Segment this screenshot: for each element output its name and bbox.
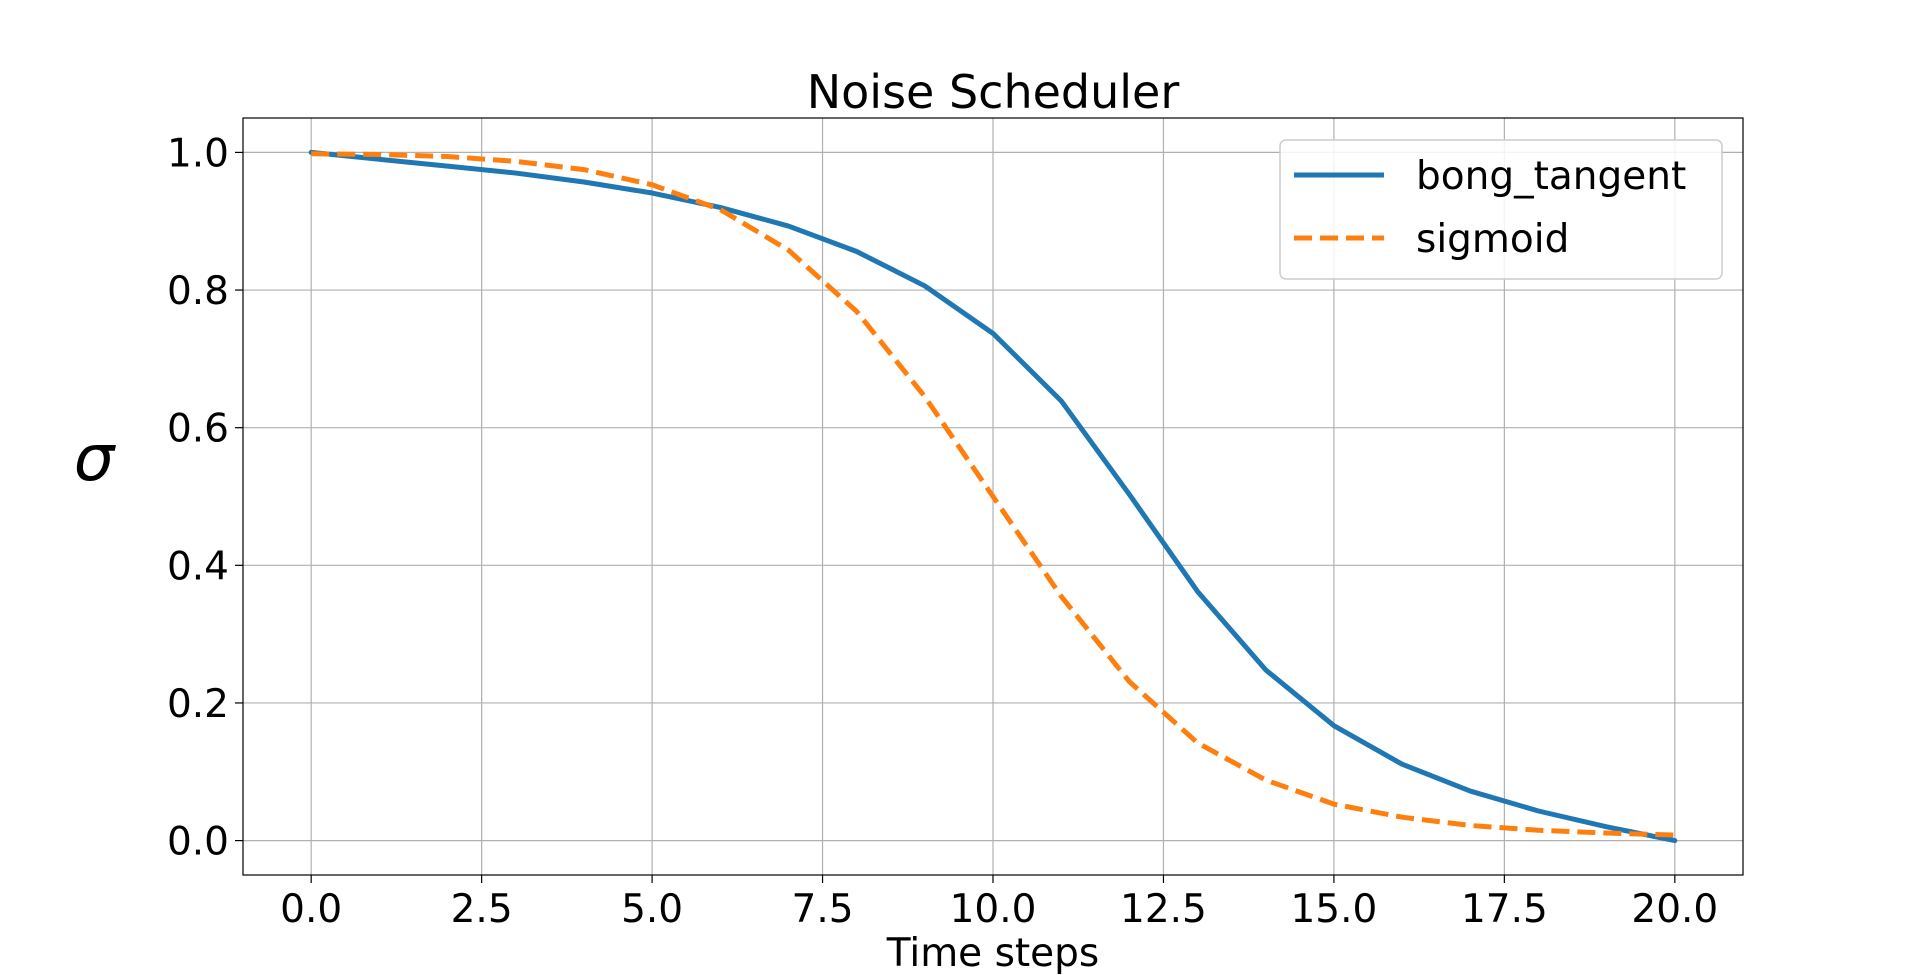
x-tick-label: 12.5 [1120, 887, 1207, 932]
x-tick-label: 10.0 [950, 887, 1037, 932]
x-axis-label: Time steps [886, 931, 1100, 975]
series-line-sigmoid [311, 151, 1675, 838]
x-tick-label: 20.0 [1631, 887, 1718, 932]
legend-label-bong-tangent: bong_tangent [1416, 154, 1686, 199]
legend-label-sigmoid: sigmoid [1416, 217, 1569, 262]
y-tick-label: 0.0 [167, 820, 229, 865]
y-tick-label: 0.2 [167, 682, 229, 727]
x-tick-label: 2.5 [451, 887, 513, 932]
x-tick-label: 5.0 [621, 887, 683, 932]
y-axis-label: σ [74, 422, 117, 496]
legend: bong_tangent sigmoid [1279, 139, 1723, 280]
y-tick-label: 1.0 [167, 131, 229, 176]
x-tick-label: 0.0 [280, 887, 342, 932]
y-tick-label: 0.8 [167, 269, 229, 314]
series-line-bong-tangent [308, 149, 1678, 844]
x-tick-label: 17.5 [1461, 887, 1548, 932]
legend-box [1279, 139, 1723, 280]
y-tick-label: 0.4 [167, 544, 229, 589]
series-layer [308, 149, 1678, 844]
ticks-layer: 0.0 2.5 5.0 7.5 10.0 12.5 15.0 17.5 20.0 0.0 0.2 0.… [167, 131, 1718, 932]
x-tick-label: 15.0 [1290, 887, 1377, 932]
chart-title: Noise Scheduler [807, 65, 1180, 119]
y-tick-label: 0.6 [167, 407, 229, 452]
x-tick-label: 7.5 [792, 887, 854, 932]
